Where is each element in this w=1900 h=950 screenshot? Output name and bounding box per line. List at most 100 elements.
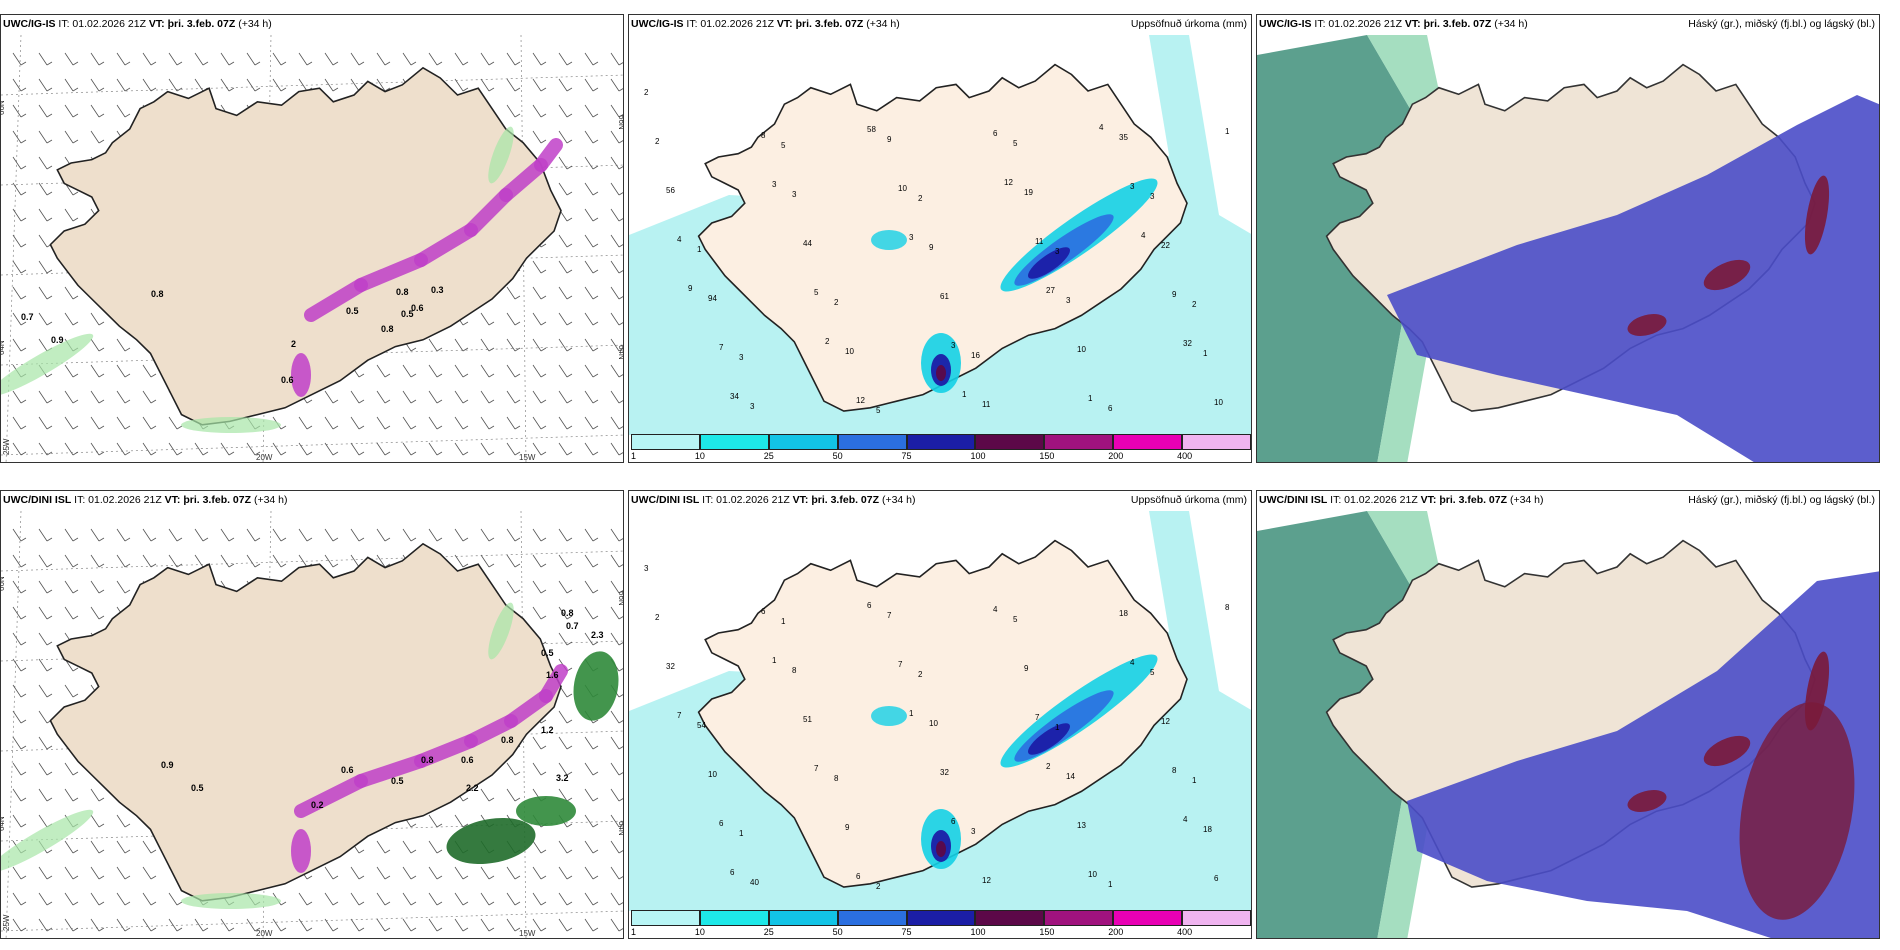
cloud-map-panel-dini: UWC/DINI ISL IT: 01.02.2026 21Z VT: þri.… xyxy=(1256,490,1880,939)
wind-barb-icon xyxy=(272,52,287,66)
precip-value-label: 2 xyxy=(1046,762,1051,771)
wind-barb-icon xyxy=(558,762,573,776)
wind-barb-icon xyxy=(38,528,53,542)
wind-barb-icon xyxy=(168,528,183,542)
precip-value-label: 8 xyxy=(761,131,766,140)
panel-title: UWC/DINI ISL IT: 01.02.2026 21Z VT: þri.… xyxy=(1259,494,1544,506)
precip-value-label: 6 xyxy=(856,872,861,881)
wind-barb-icon xyxy=(376,866,391,880)
wind-barb-icon xyxy=(38,632,53,646)
wind-barb-icon xyxy=(12,260,27,274)
wind-barb-icon xyxy=(480,788,495,802)
wind-barb-icon xyxy=(480,918,495,932)
wind-barb-icon xyxy=(64,762,79,776)
precip-value-label: 3 xyxy=(971,827,976,836)
field-shading xyxy=(181,893,281,909)
wind-barb-icon xyxy=(558,364,573,378)
longitude-gridline xyxy=(520,35,527,462)
wind-barb-icon xyxy=(532,554,547,568)
wind-barb-icon xyxy=(194,918,209,932)
wind-barb-icon xyxy=(64,606,79,620)
wind-barb-icon xyxy=(298,416,313,430)
precip-value-label: 6 xyxy=(719,819,724,828)
wind-barb-icon xyxy=(610,580,623,594)
colorbar-swatch xyxy=(975,434,1045,450)
wind-barb-icon xyxy=(194,52,209,66)
colorbar-tick-label: 200 xyxy=(1108,927,1124,937)
wind-barb-icon xyxy=(168,554,183,568)
axis-label: 15W xyxy=(519,929,536,938)
wind-barb-icon xyxy=(116,364,131,378)
precip-value-label: 5 xyxy=(781,141,786,150)
gust-value-label: 0.6 xyxy=(461,755,474,765)
wind-barb-icon xyxy=(610,416,623,430)
wind-barb-icon xyxy=(220,52,235,66)
latitude-gridline xyxy=(1,434,623,456)
precip-value-label: 13 xyxy=(1077,821,1086,830)
wind-barb-icon xyxy=(428,528,443,542)
wind-barb-icon xyxy=(584,390,599,404)
wind-barb-icon xyxy=(376,390,391,404)
precip-value-label: 12 xyxy=(982,876,991,885)
precip-band xyxy=(499,158,548,202)
axis-label: 20W xyxy=(256,929,273,938)
precip-value-label: 34 xyxy=(730,392,739,401)
wind-barb-icon xyxy=(428,442,443,456)
wind-barb-icon xyxy=(64,684,79,698)
wind-barb-icon xyxy=(454,442,469,456)
wind-barb-icon xyxy=(38,130,53,144)
wind-barb-icon xyxy=(64,788,79,802)
colorbar-swatch xyxy=(768,434,838,450)
precip-value-label: 1 xyxy=(1192,776,1197,785)
wind-barb-icon xyxy=(38,554,53,568)
wind-barb-icon xyxy=(298,528,313,542)
wind-barb-icon xyxy=(480,892,495,906)
precip-value-label: 6 xyxy=(993,129,998,138)
wind-barb-icon xyxy=(584,156,599,170)
gust-value-label: 2.3 xyxy=(591,630,604,640)
colorbar-tick-label: 25 xyxy=(763,451,774,461)
precip-value-label: 1 xyxy=(1203,349,1208,358)
wind-barb-icon xyxy=(64,286,79,300)
axis-label: 25W xyxy=(2,438,11,455)
field-shading xyxy=(1804,175,1830,255)
wind-barb-icon xyxy=(584,208,599,222)
precip-value-label: 12 xyxy=(856,396,865,405)
precip-value-label: 1 xyxy=(909,709,914,718)
iceland-landmass xyxy=(49,542,562,902)
colorbar-tick-label: 10 xyxy=(694,451,705,461)
wind-barb-icon xyxy=(610,814,623,828)
wind-barb-icon xyxy=(584,528,599,542)
wind-barb-icon xyxy=(558,632,573,646)
precip-value-label: 3 xyxy=(1130,182,1135,191)
field-shading xyxy=(488,602,514,660)
wind-barb-icon xyxy=(558,892,573,906)
wind-barb-icon xyxy=(376,416,391,430)
precip-value-label: 10 xyxy=(708,770,717,779)
wind-barb-icon xyxy=(298,892,313,906)
colorbar-swatch xyxy=(906,910,976,926)
field-shading xyxy=(1,809,94,873)
field-shading xyxy=(1703,259,1751,291)
precip-value-label: 5 xyxy=(1013,139,1018,148)
precip-value-label: 10 xyxy=(1214,398,1223,407)
wind-barb-icon xyxy=(532,130,547,144)
wind-barb-icon xyxy=(454,78,469,92)
wind-barb-icon xyxy=(532,78,547,92)
wind-barb-icon xyxy=(428,338,443,352)
cloud-map xyxy=(1257,511,1879,938)
wind-barb-icon xyxy=(506,416,521,430)
panel-title: UWC/DINI ISL IT: 01.02.2026 21Z VT: þri.… xyxy=(631,494,916,506)
wind-barb-icon xyxy=(610,632,623,646)
wind-barb-icon xyxy=(90,338,105,352)
wind-barb-icon xyxy=(246,918,261,932)
wind-barb-icon xyxy=(220,442,235,456)
wind-barb-icon xyxy=(90,554,105,568)
precip-value-label: 3 xyxy=(1150,192,1155,201)
wind-barb-icon xyxy=(584,52,599,66)
wind-barb-icon xyxy=(12,658,27,672)
iceland-landmass xyxy=(697,63,1188,412)
precip-value-label: 10 xyxy=(929,719,938,728)
colorbar-swatch xyxy=(975,910,1045,926)
wind-barb-icon xyxy=(298,918,313,932)
